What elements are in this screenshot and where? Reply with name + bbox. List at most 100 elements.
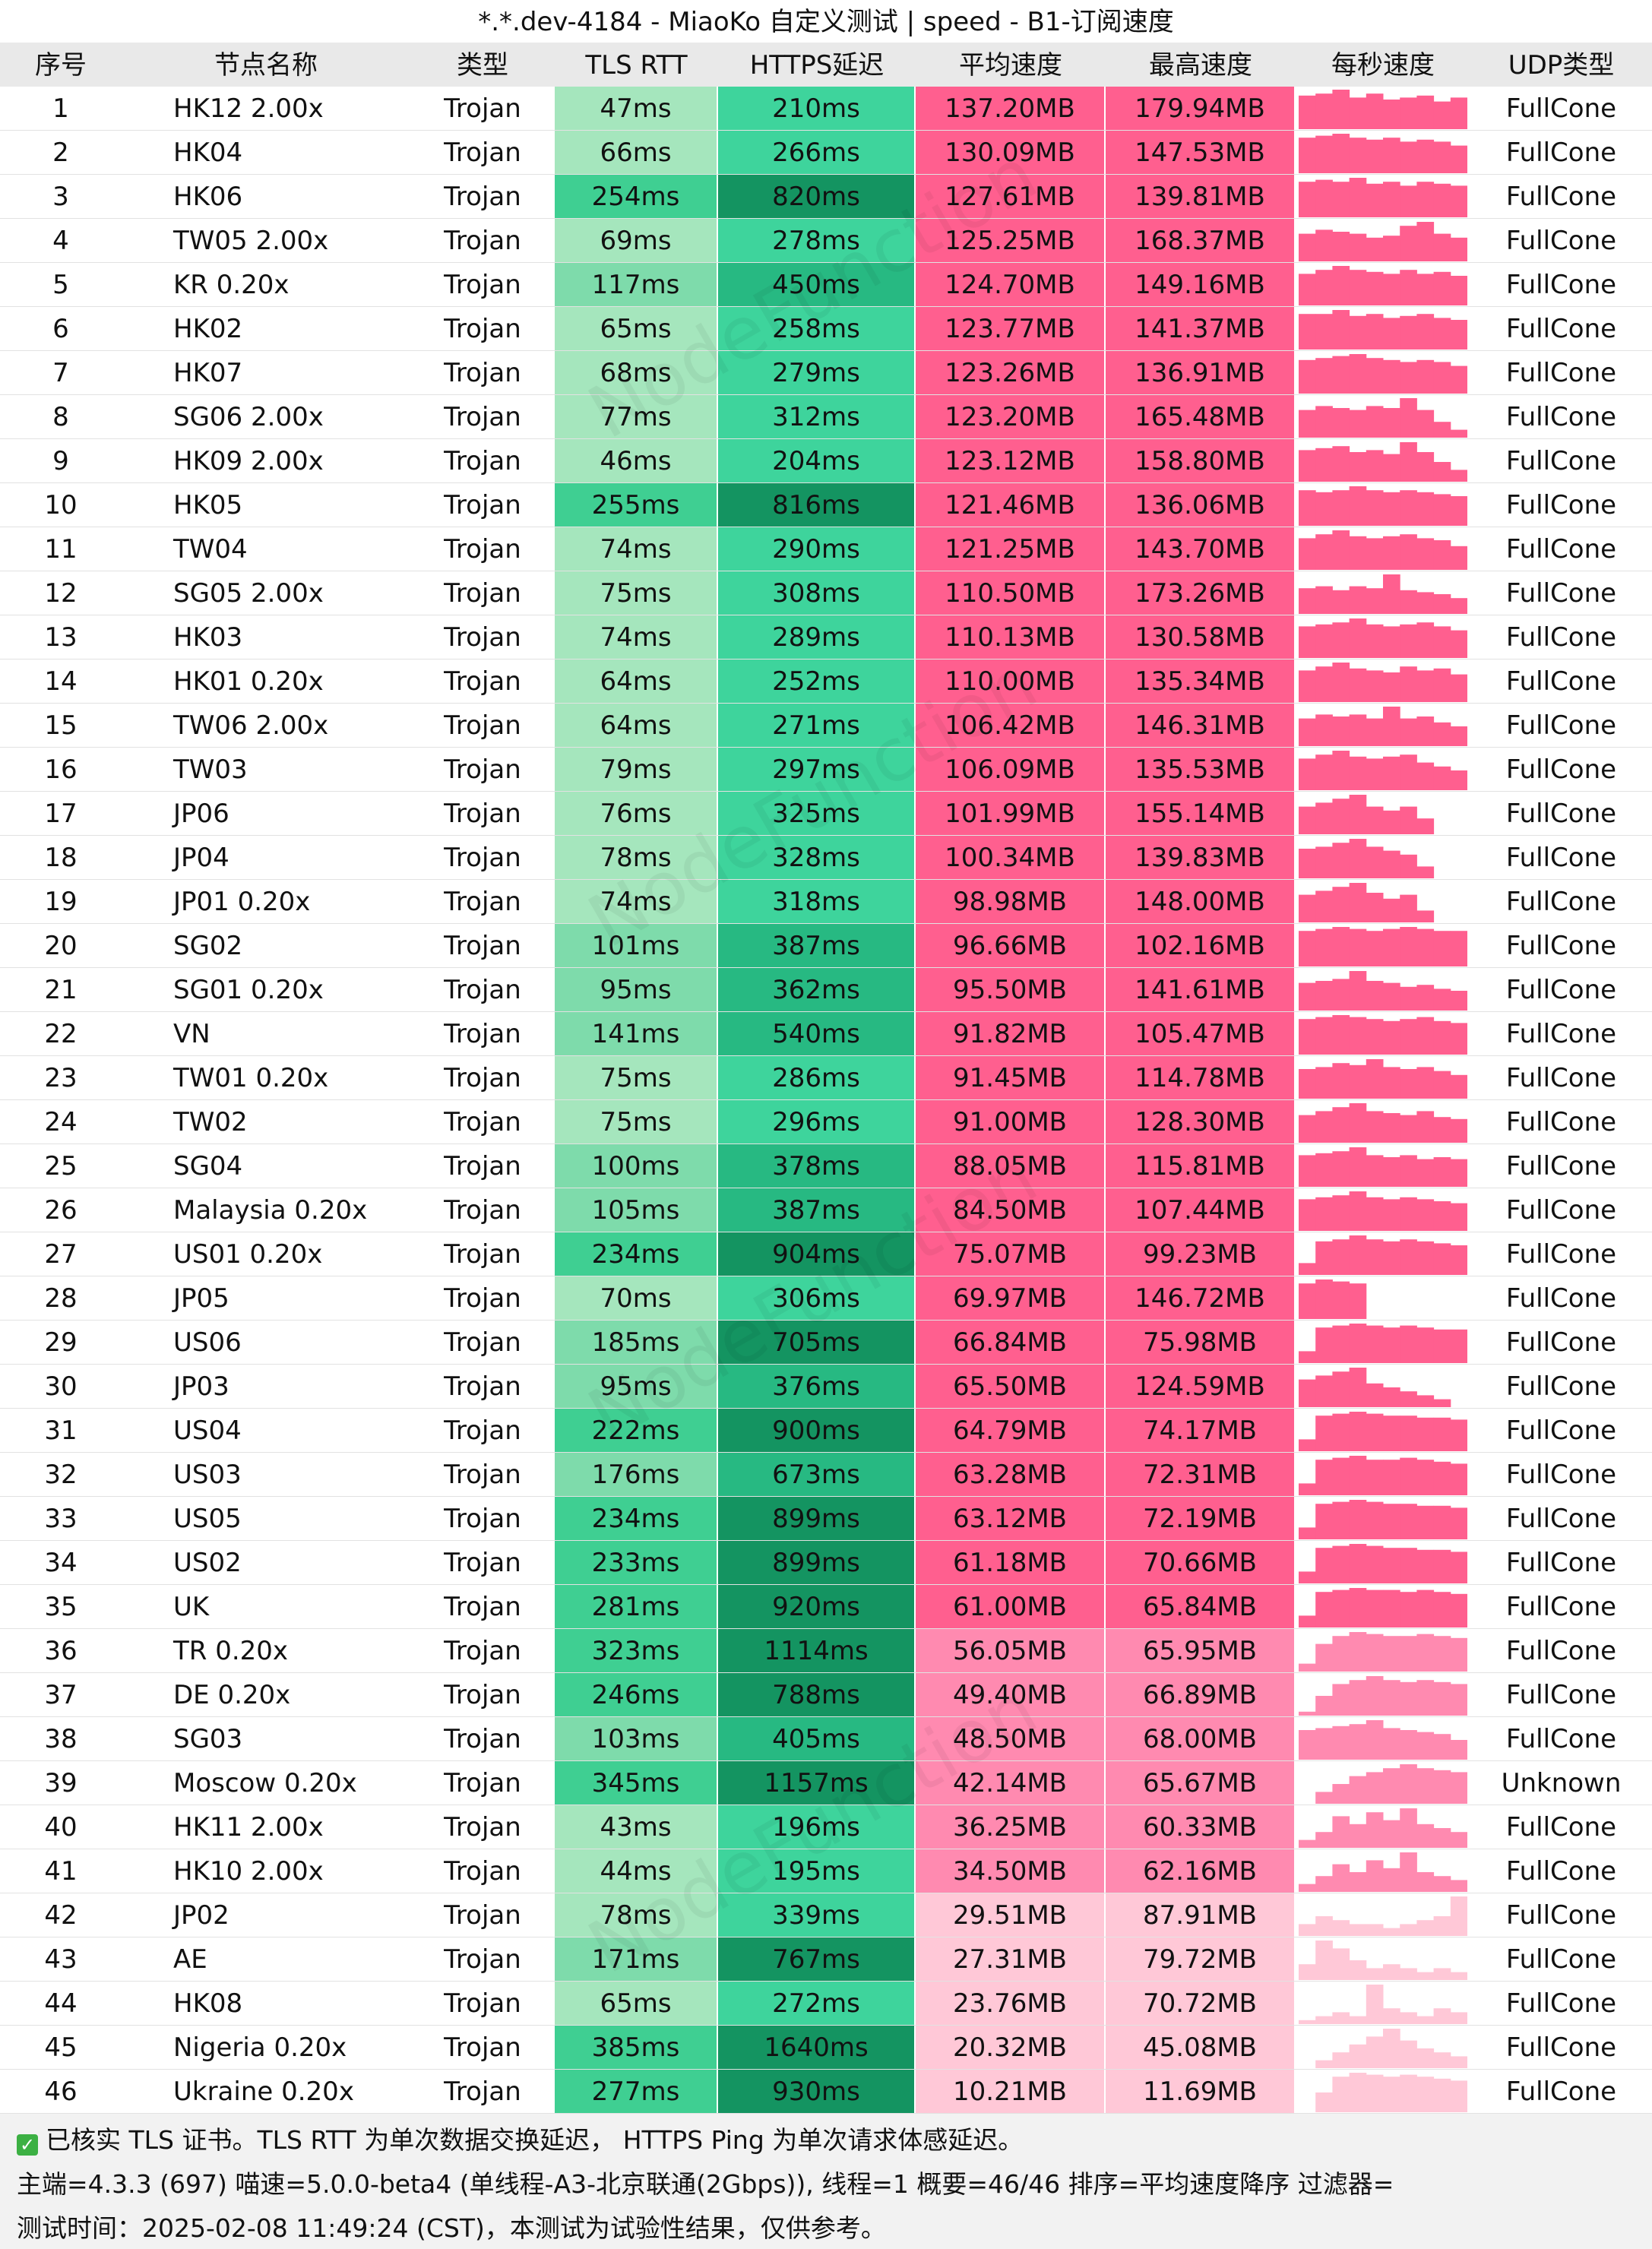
row-index: 12 [44, 578, 78, 609]
table-row: 41 HK10 2.00x Trojan 44ms 195ms 34.50MB 62.16M… [0, 1849, 1652, 1893]
https-latency-value: 387ms [718, 924, 916, 967]
speed-bar [1400, 1924, 1417, 1936]
node-name: JP03 [122, 1365, 410, 1408]
max-speed-value: 141.61MB [1106, 968, 1296, 1011]
tls-rtt-value: 234ms [555, 1232, 718, 1276]
speed-bar [1349, 138, 1367, 173]
node-name: US02 [122, 1541, 410, 1584]
avg-speed-value: 84.50MB [916, 1188, 1106, 1232]
per-second-speed-sparkline [1299, 1807, 1468, 1848]
speed-bar [1315, 928, 1333, 966]
jp-flag-icon [138, 850, 158, 864]
speed-bar [1383, 1199, 1400, 1231]
speed-bar [1315, 534, 1333, 570]
max-speed-value: 102.16MB [1106, 924, 1296, 967]
speed-bar [1332, 232, 1350, 261]
speed-bar [1416, 1111, 1435, 1143]
col-header-udp-type: UDP类型 [1508, 50, 1615, 81]
speed-bar [1349, 1724, 1367, 1760]
node-name-text: TW04 [173, 534, 248, 565]
per-second-speed-sparkline [1299, 441, 1468, 482]
max-speed-value: 179.94MB [1106, 87, 1296, 130]
speed-bar [1450, 1552, 1468, 1583]
speed-bar [1366, 1111, 1384, 1143]
speed-bar [1299, 1615, 1316, 1627]
table-row: 34 US02 Trojan 233ms 899ms 61.18MB 70.66MB Full… [0, 1541, 1652, 1585]
speed-bar [1299, 1527, 1316, 1539]
https-latency-value: 286ms [718, 1056, 916, 1099]
col-header-tls-rtt: TLS RTT [585, 50, 688, 81]
speed-bar [1383, 1387, 1400, 1407]
speed-bar [1299, 95, 1316, 129]
ru-flag-icon [138, 1776, 158, 1789]
per-second-speed-sparkline [1299, 1983, 1468, 2024]
speed-bar [1400, 1115, 1417, 1143]
https-latency-value: 308ms [718, 571, 916, 615]
avg-speed-value: 91.00MB [916, 1100, 1106, 1143]
row-index: 39 [44, 1768, 78, 1798]
speed-bar [1416, 222, 1435, 261]
speed-bar [1400, 1504, 1417, 1539]
speed-bar [1433, 1157, 1451, 1187]
udp-type-value: FullCone [1505, 446, 1617, 476]
speed-bar [1349, 1824, 1367, 1848]
speed-bar [1299, 1379, 1316, 1407]
sg-flag-icon [138, 410, 158, 423]
node-name: TW01 0.20x [122, 1056, 410, 1099]
table-row: 18 JP04 Trojan 78ms 328ms 100.34MB 139.83MB Ful… [0, 836, 1652, 880]
https-latency-value: 378ms [718, 1144, 916, 1188]
per-second-speed-sparkline [1299, 1763, 1468, 1804]
speed-bar [1299, 1019, 1316, 1055]
speed-bar [1299, 758, 1316, 790]
table-row: 12 SG05 2.00x Trojan 75ms 308ms 110.50MB 173.2… [0, 571, 1652, 615]
speed-bar [1383, 1067, 1400, 1099]
jp-flag-icon [138, 1291, 158, 1305]
udp-type-value: FullCone [1505, 1019, 1617, 1049]
tls-rtt-value: 65ms [555, 1982, 718, 2025]
table-row: 5 KR 0.20x Trojan 117ms 450ms 124.70MB 149.16M… [0, 263, 1652, 307]
speed-bar [1383, 454, 1400, 482]
cn-flag-icon [138, 1115, 158, 1128]
udp-type-value: FullCone [1505, 622, 1617, 653]
row-index: 13 [44, 622, 78, 653]
speed-bar [1416, 670, 1435, 702]
speed-bar [1400, 1069, 1417, 1099]
https-latency-value: 1114ms [718, 1629, 916, 1672]
node-name: Moscow 0.20x [122, 1761, 410, 1805]
sg-flag-icon [138, 1732, 158, 1745]
speed-bar [1383, 756, 1400, 790]
speed-bar [1366, 1197, 1384, 1231]
speed-bar [1299, 1571, 1316, 1583]
max-speed-value: 143.70MB [1106, 527, 1296, 571]
tls-rtt-value: 76ms [555, 792, 718, 835]
tls-rtt-value: 43ms [555, 1805, 718, 1849]
hk-flag-icon [138, 498, 158, 511]
speed-bar [1400, 270, 1417, 305]
speed-bar [1332, 1015, 1350, 1055]
node-name-text: US03 [173, 1460, 242, 1490]
https-latency-value: 306ms [718, 1276, 916, 1320]
row-index: 29 [44, 1327, 78, 1358]
speed-bar [1332, 887, 1350, 922]
speed-bar [1349, 1960, 1367, 1980]
speed-bar [1299, 1730, 1316, 1760]
per-second-speed-sparkline [1299, 308, 1468, 350]
speed-bar [1349, 486, 1367, 526]
node-type: Trojan [444, 1988, 521, 2019]
speed-bar [1366, 1019, 1384, 1055]
table-row: 28 JP05 Trojan 70ms 306ms 69.97MB 146.72MB Full… [0, 1276, 1652, 1321]
speed-bar [1366, 450, 1384, 482]
sg-flag-icon [138, 1159, 158, 1172]
speed-bar [1383, 1113, 1400, 1143]
table-row: 27 US01 0.20x Trojan 234ms 904ms 75.07MB 99.23… [0, 1232, 1652, 1276]
speed-bar [1349, 1544, 1367, 1583]
speed-bar [1366, 1676, 1384, 1716]
speed-bar [1416, 538, 1435, 570]
speed-bar [1400, 534, 1417, 570]
speed-bar [1349, 410, 1367, 438]
speed-bar [1416, 1824, 1435, 1848]
speed-bar [1299, 182, 1316, 217]
per-second-speed-sparkline [1299, 485, 1468, 526]
node-name: JP02 [122, 1893, 410, 1937]
jp-flag-icon [138, 1379, 158, 1393]
